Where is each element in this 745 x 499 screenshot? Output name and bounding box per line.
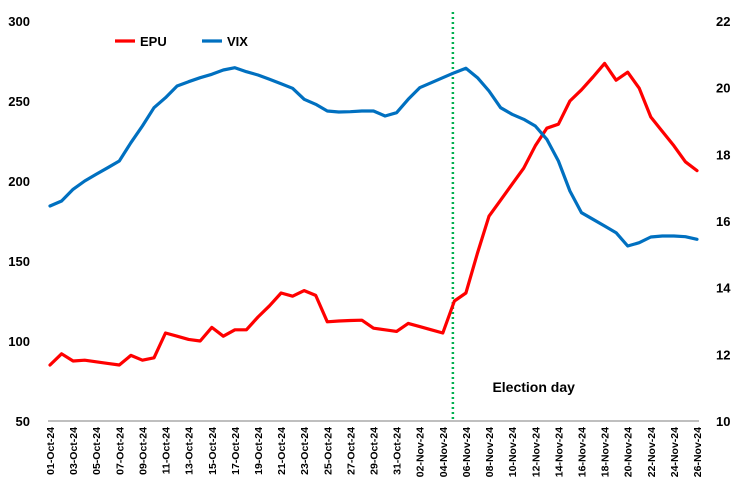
- right-y-tick-label: 22: [716, 14, 730, 29]
- x-tick-label: 04-Nov-24: [438, 427, 450, 477]
- x-axis: 01-Oct-24 03-Oct-24 05-Oct-24 07-Oct-24 09-O…: [45, 427, 704, 477]
- x-tick-label: 24-Nov-24: [669, 427, 681, 477]
- x-tick-label: 07-Oct-24: [114, 427, 126, 475]
- right-y-tick-label: 14: [716, 281, 731, 296]
- x-tick-label: 31-Oct-24: [392, 427, 404, 475]
- x-tick-label: 21-Oct-24: [276, 427, 288, 475]
- left-y-tick-label: 100: [8, 334, 30, 349]
- x-tick-label: 05-Oct-24: [91, 427, 103, 475]
- left-y-tick-label: 250: [8, 94, 30, 109]
- series-line-vix: [48, 66, 699, 248]
- series-line-epu: [48, 61, 699, 367]
- right-y-tick-label: 12: [716, 347, 730, 362]
- legend-label-epu: EPU: [140, 34, 167, 49]
- x-tick-label: 22-Nov-24: [646, 427, 658, 477]
- legend: EPU VIX: [115, 34, 248, 49]
- x-tick-label: 17-Oct-24: [230, 427, 242, 475]
- x-tick-label: 26-Nov-24: [692, 427, 704, 477]
- x-tick-label: 08-Nov-24: [484, 427, 496, 477]
- left-y-tick-label: 50: [16, 414, 30, 429]
- x-tick-label: 06-Nov-24: [461, 427, 473, 477]
- left-y-axis: 50 100 150 200 250 300: [8, 14, 30, 429]
- right-y-tick-label: 20: [716, 81, 730, 96]
- x-tick-label: 23-Oct-24: [299, 427, 311, 475]
- left-y-tick-label: 200: [8, 174, 30, 189]
- x-tick-label: 15-Oct-24: [207, 427, 219, 475]
- right-y-tick-label: 10: [716, 414, 730, 429]
- x-tick-label: 25-Oct-24: [322, 427, 334, 475]
- x-tick-label: 12-Nov-24: [530, 427, 542, 477]
- legend-label-vix: VIX: [227, 34, 248, 49]
- x-tick-label: 14-Nov-24: [553, 427, 565, 477]
- x-tick-label: 03-Oct-24: [68, 427, 80, 475]
- x-tick-label: 29-Oct-24: [369, 427, 381, 475]
- x-tick-label: 02-Nov-24: [415, 427, 427, 477]
- x-tick-label: 20-Nov-24: [623, 427, 635, 477]
- x-tick-label: 10-Nov-24: [507, 427, 519, 477]
- x-tick-label: 01-Oct-24: [45, 427, 57, 475]
- series-lines: [48, 61, 699, 367]
- x-tick-label: 27-Oct-24: [345, 427, 357, 475]
- x-tick-label: 19-Oct-24: [253, 427, 265, 475]
- election-day-label: Election day: [492, 379, 575, 395]
- x-tick-label: 18-Nov-24: [600, 427, 612, 477]
- x-tick-label: 11-Oct-24: [161, 427, 173, 474]
- right-y-tick-label: 16: [716, 214, 730, 229]
- right-y-tick-label: 18: [716, 147, 730, 162]
- x-tick-label: 13-Oct-24: [184, 427, 196, 475]
- x-tick-label: 09-Oct-24: [137, 427, 149, 475]
- left-y-tick-label: 150: [8, 254, 30, 269]
- x-tick-label: 16-Nov-24: [576, 427, 588, 477]
- right-y-axis: 10 12 14 16 18 20 22: [716, 14, 731, 429]
- left-y-tick-label: 300: [8, 14, 30, 29]
